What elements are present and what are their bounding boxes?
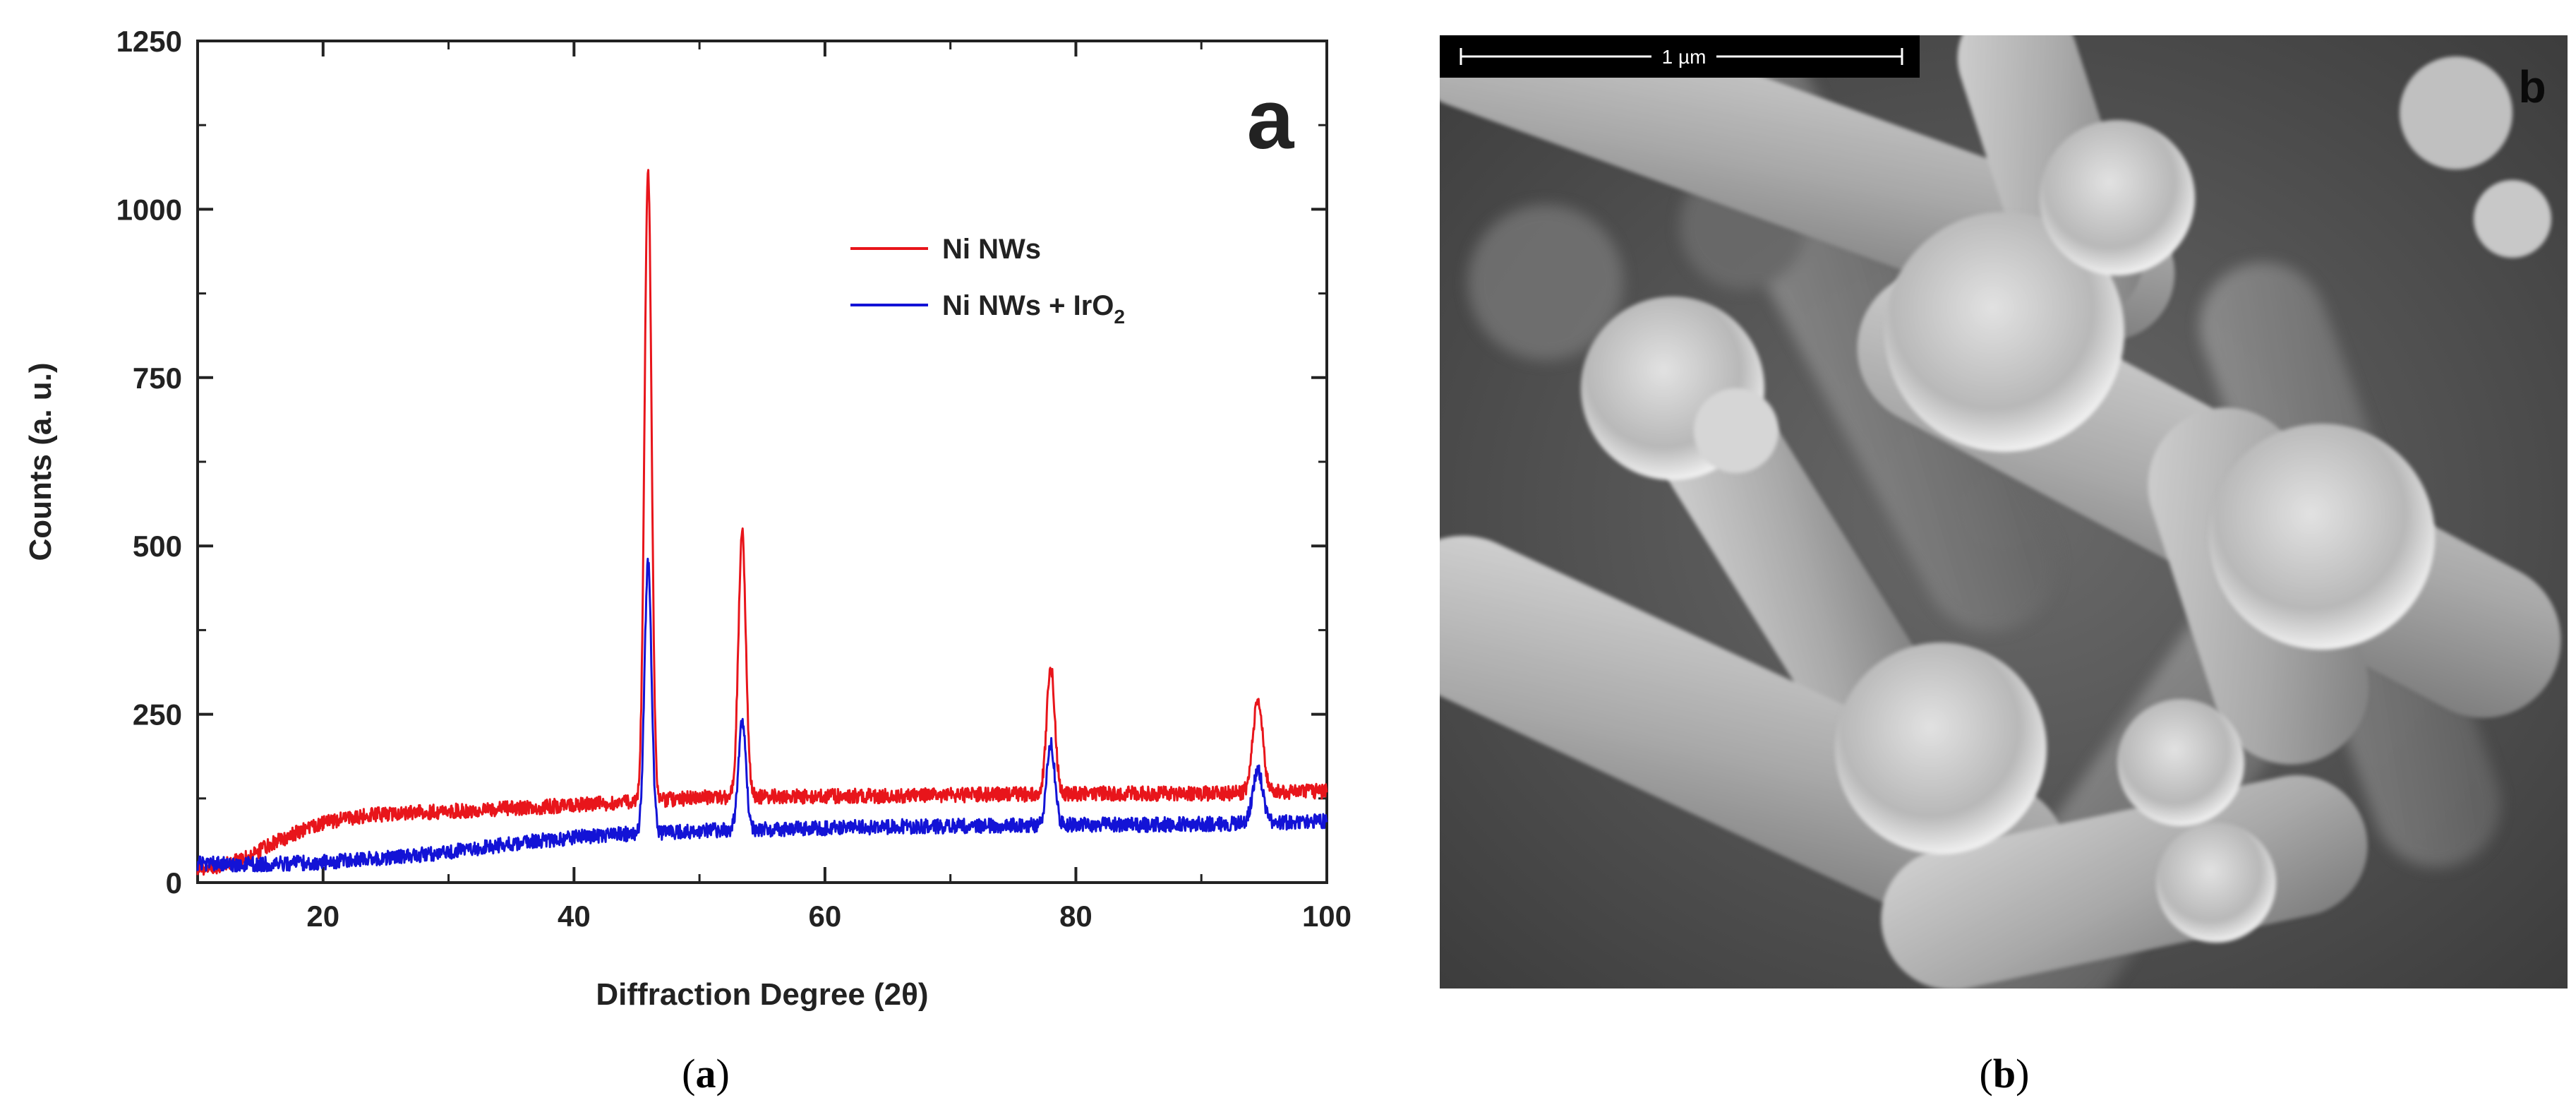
- sem-rod-caps: [1581, 56, 2551, 943]
- y-tick-label-500: 500: [133, 530, 182, 563]
- caption-b: (b): [1980, 1051, 2030, 1097]
- axis-ticks: [196, 40, 1328, 884]
- caption-a-open: (: [682, 1051, 695, 1097]
- y-tick-labels: 0 250 500 750 1000 1250: [116, 25, 182, 900]
- caption-a-close: ): [716, 1051, 730, 1097]
- scale-bar-label: 1 µm: [1662, 46, 1707, 68]
- caption-b-close: ): [2016, 1051, 2029, 1097]
- y-tick-label-0: 0: [166, 866, 182, 900]
- scale-bar-label-bg: [1651, 45, 1716, 68]
- x-axis-label: Diffraction Degree (2θ): [596, 977, 928, 1012]
- legend: Ni NWs Ni NWs + IrO2: [850, 234, 1125, 328]
- caption-a: (a): [682, 1051, 730, 1097]
- caption-b-letter: b: [1993, 1051, 2016, 1097]
- legend-label-ni-nws-iro2-main: Ni NWs + IrO: [942, 290, 1114, 321]
- y-tick-label-750: 750: [133, 362, 182, 395]
- x-tick-label-20: 20: [306, 900, 339, 933]
- legend-label-ni-nws: Ni NWs: [942, 234, 1041, 265]
- y-tick-label-1250: 1250: [116, 25, 182, 58]
- sem-micrograph: 1 µm b: [1440, 35, 2568, 988]
- series-line-0: [196, 169, 1328, 876]
- series-line-1: [196, 557, 1328, 873]
- y-tick-label-1000: 1000: [116, 193, 182, 226]
- legend-label-ni-nws-iro2-sub: 2: [1114, 306, 1125, 328]
- x-tick-label-60: 60: [809, 900, 842, 933]
- x-tick-labels: 20 40 60 80 100: [306, 900, 1352, 933]
- xrd-chart: 0 250 500 750 1000 1250 20 40 60 80 100 Counts (a…: [23, 25, 1352, 1097]
- y-tick-label-250: 250: [133, 698, 182, 731]
- x-tick-label-40: 40: [558, 900, 591, 933]
- legend-label-ni-nws-iro2: Ni NWs + IrO2: [942, 290, 1125, 328]
- series-lines: [196, 169, 1328, 876]
- x-tick-label-100: 100: [1302, 900, 1352, 933]
- panel-letter-b: b: [2518, 61, 2546, 112]
- caption-a-letter: a: [696, 1051, 716, 1097]
- x-tick-label-80: 80: [1059, 900, 1093, 933]
- panel-letter-a: a: [1247, 72, 1295, 167]
- y-axis-label: Counts (a. u.): [23, 362, 58, 561]
- caption-b-open: (: [1980, 1051, 1993, 1097]
- caption-b-area: (b): [1980, 1051, 2030, 1097]
- plot-frame: [196, 40, 1328, 884]
